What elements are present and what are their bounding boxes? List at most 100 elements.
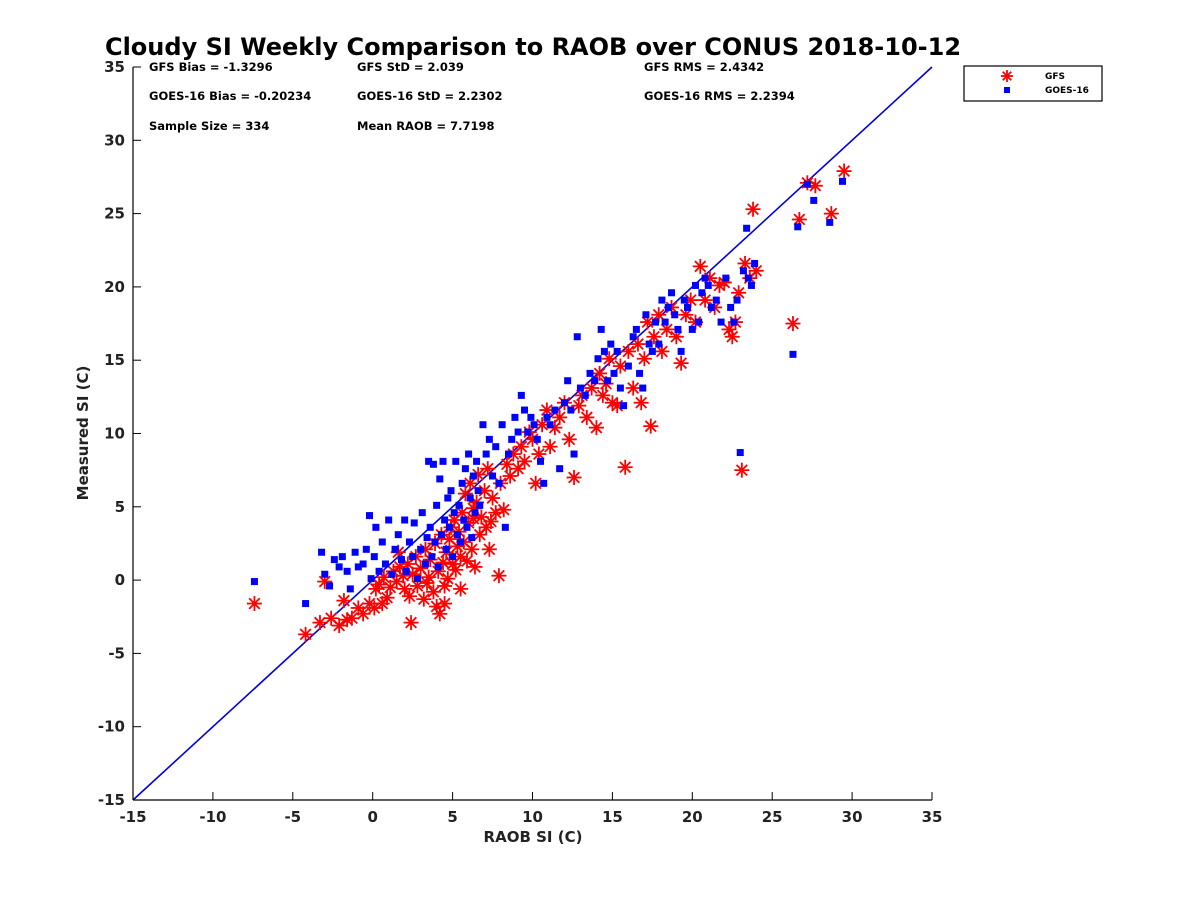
goes16-point bbox=[465, 450, 473, 458]
goes16-point bbox=[652, 318, 660, 326]
gfs-point bbox=[453, 581, 469, 597]
gfs-point bbox=[566, 469, 582, 485]
goes16-point bbox=[664, 303, 672, 311]
goes16-point bbox=[417, 545, 425, 553]
goes16-point bbox=[530, 421, 538, 429]
goes16-point bbox=[527, 413, 535, 421]
goes16-point bbox=[489, 472, 497, 480]
goes16-point bbox=[372, 523, 380, 531]
gfs-point bbox=[552, 409, 568, 425]
gfs-point bbox=[448, 562, 464, 578]
goes16-point bbox=[492, 443, 500, 451]
goes16-point bbox=[586, 369, 594, 377]
gfs-point bbox=[617, 459, 633, 475]
goes16-point bbox=[556, 465, 564, 473]
gfs-point bbox=[419, 575, 435, 591]
y-tick-label: 5 bbox=[115, 498, 125, 516]
legend-gfs-label: GFS bbox=[1045, 72, 1065, 82]
x-tick-label: 0 bbox=[367, 808, 377, 826]
gfs-point bbox=[298, 626, 314, 642]
goes16-point bbox=[437, 531, 445, 539]
goes16-point bbox=[439, 457, 447, 465]
goes16-point bbox=[677, 347, 685, 355]
y-tick-label: 35 bbox=[104, 58, 125, 76]
goes16-point bbox=[730, 318, 738, 326]
stat-text: GOES-16 StD = 2.2302 bbox=[357, 89, 502, 103]
x-tick-label: 15 bbox=[602, 808, 623, 826]
goes16-point bbox=[511, 413, 519, 421]
goes16-point bbox=[466, 494, 474, 502]
goes16-point bbox=[789, 350, 797, 358]
gfs-point bbox=[374, 596, 390, 612]
gfs-point bbox=[654, 343, 670, 359]
gfs-point bbox=[312, 615, 328, 631]
gfs-point bbox=[636, 351, 652, 367]
goes16-point bbox=[591, 377, 599, 385]
goes16-point bbox=[658, 296, 666, 304]
goes16-point bbox=[661, 318, 669, 326]
goes16-point bbox=[354, 563, 362, 571]
goes16-point bbox=[727, 303, 735, 311]
legend-goes16-label: GOES-16 bbox=[1045, 86, 1089, 96]
goes16-point bbox=[402, 567, 410, 575]
stat-text: GOES-16 RMS = 2.2394 bbox=[644, 89, 795, 103]
goes16-point bbox=[671, 311, 679, 319]
goes16-point bbox=[442, 545, 450, 553]
gfs-point bbox=[595, 387, 611, 403]
goes16-point bbox=[410, 519, 418, 527]
y-tick-label: 15 bbox=[104, 351, 125, 369]
gfs-point bbox=[724, 329, 740, 345]
goes16-point bbox=[479, 421, 487, 429]
goes16-point bbox=[485, 435, 493, 443]
goes16-point bbox=[648, 347, 656, 355]
gfs-point bbox=[496, 502, 512, 518]
goes16-point bbox=[639, 384, 647, 392]
goes16-point bbox=[616, 384, 624, 392]
gfs-point bbox=[331, 618, 347, 634]
goes16-point bbox=[444, 494, 452, 502]
gfs-point bbox=[630, 336, 646, 352]
goes16-point bbox=[698, 289, 706, 297]
goes16-point bbox=[409, 553, 417, 561]
goes16-point bbox=[567, 406, 575, 414]
gfs-point bbox=[612, 358, 628, 374]
x-tick-label: -5 bbox=[284, 808, 301, 826]
chart-title: Cloudy SI Weekly Comparison to RAOB over… bbox=[105, 33, 961, 61]
goes16-point bbox=[335, 563, 343, 571]
x-tick-label: 10 bbox=[522, 808, 543, 826]
x-tick-label: 5 bbox=[447, 808, 457, 826]
x-tick-label: 20 bbox=[682, 808, 703, 826]
goes16-point bbox=[469, 472, 477, 480]
stat-text: GFS RMS = 2.4342 bbox=[644, 60, 764, 74]
goes16-point bbox=[533, 435, 541, 443]
legend-goes16-marker bbox=[1004, 87, 1010, 93]
gfs-point bbox=[481, 541, 497, 557]
goes16-point bbox=[594, 355, 602, 363]
goes16-point bbox=[405, 538, 413, 546]
gfs-point bbox=[659, 321, 675, 337]
gfs-point bbox=[355, 606, 371, 622]
statistics-panel: GFS Bias = -1.3296 GFS StD = 2.039 GFS RMS… bbox=[149, 60, 795, 133]
gfs-point bbox=[485, 490, 501, 506]
x-tick-label: 25 bbox=[762, 808, 783, 826]
y-tick-label: 10 bbox=[104, 425, 125, 443]
goes16-point bbox=[413, 575, 421, 583]
goes16-point bbox=[680, 296, 688, 304]
gfs-point bbox=[339, 612, 355, 628]
gfs-point bbox=[483, 513, 499, 529]
goes16-point bbox=[600, 347, 608, 355]
gfs-point bbox=[745, 201, 761, 217]
goes16-point bbox=[391, 545, 399, 553]
legend-box bbox=[963, 65, 1103, 102]
gfs-point bbox=[601, 351, 617, 367]
goes16-point bbox=[318, 548, 326, 556]
goes16-point bbox=[736, 449, 744, 457]
goes16-point bbox=[375, 567, 383, 575]
gfs-point bbox=[470, 467, 486, 483]
gfs-point bbox=[480, 461, 496, 477]
goes16-point bbox=[607, 340, 615, 348]
goes16-point bbox=[449, 553, 457, 561]
goes16-point bbox=[610, 369, 618, 377]
goes16-point bbox=[418, 509, 426, 517]
goes16-point bbox=[560, 399, 568, 407]
